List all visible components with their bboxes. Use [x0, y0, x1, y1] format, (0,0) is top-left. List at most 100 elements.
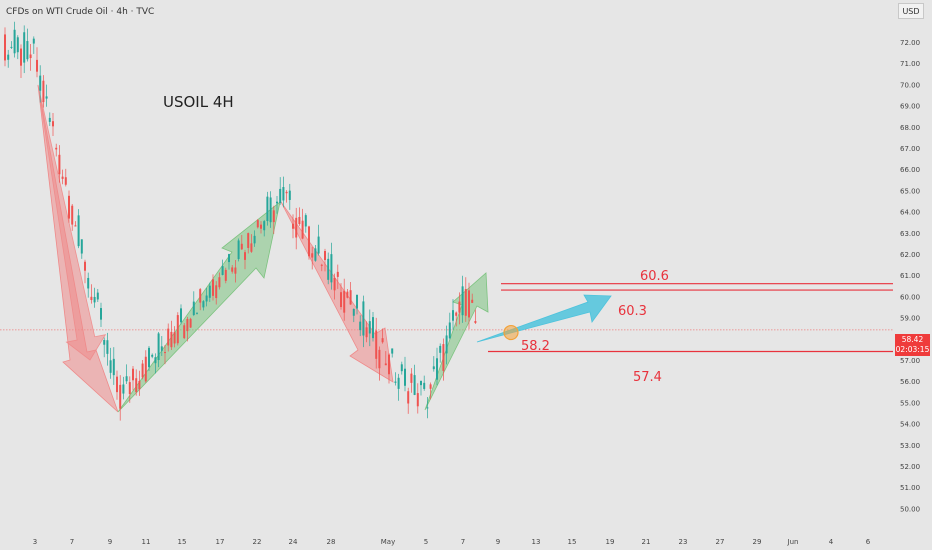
candle	[13, 21, 16, 58]
candle-body	[256, 220, 259, 228]
candle	[167, 323, 170, 352]
candle-body	[221, 266, 224, 275]
time-axis[interactable]: 3 7 9 11 15 17 22 24 28 May 5 7 9 13 15 19 21 23 27 29 Jun 4 6	[33, 538, 871, 546]
candle-body	[189, 318, 192, 328]
x-tick-label: Jun	[787, 538, 799, 546]
x-tick-label: 7	[70, 538, 74, 546]
candle	[106, 332, 109, 366]
candle-body	[39, 75, 42, 91]
level-label-60-3: 60.3	[618, 304, 647, 319]
candle	[52, 112, 54, 136]
candle	[250, 234, 253, 253]
candle	[308, 225, 310, 260]
candle	[378, 346, 381, 381]
candle	[135, 369, 138, 396]
candle	[343, 278, 346, 321]
candle	[45, 84, 48, 107]
candle	[426, 397, 429, 419]
candle-body	[452, 310, 454, 321]
candle	[391, 348, 394, 358]
candle	[404, 356, 406, 392]
candle	[74, 221, 77, 227]
candle-body	[250, 243, 253, 252]
candle	[237, 238, 240, 262]
candle-body	[333, 278, 336, 291]
candle-body	[205, 295, 208, 302]
candle	[173, 326, 176, 348]
y-tick-label: 62.00	[900, 251, 920, 259]
candle-body	[132, 368, 134, 381]
candle	[61, 169, 64, 185]
x-tick-label: 15	[178, 538, 187, 546]
candle-body	[397, 377, 400, 389]
candle	[234, 259, 237, 283]
candle-body	[471, 299, 474, 303]
candle-body	[298, 216, 301, 225]
candle	[221, 259, 224, 276]
candle	[372, 312, 374, 342]
candle-body	[202, 301, 205, 308]
x-tick-label: 23	[679, 538, 688, 546]
candle	[324, 248, 326, 272]
candle-body	[96, 292, 99, 300]
candle-body	[448, 322, 451, 339]
candle-body	[260, 224, 262, 229]
candle-body	[384, 363, 387, 366]
candle-body	[253, 235, 256, 244]
candle	[26, 28, 29, 62]
candle	[279, 177, 282, 205]
candle-body	[413, 375, 416, 395]
candle-body	[58, 154, 61, 175]
candle	[93, 287, 96, 308]
candle-body	[71, 205, 74, 225]
y-tick-label: 63.00	[900, 230, 920, 238]
candle	[285, 190, 288, 203]
candle	[458, 292, 461, 325]
candle-body	[362, 301, 365, 336]
candle-body	[7, 54, 10, 60]
candle-body	[237, 240, 240, 260]
candle-body	[36, 59, 38, 72]
candle	[20, 44, 22, 79]
candle	[157, 331, 160, 368]
candle	[23, 25, 26, 74]
candle	[90, 284, 93, 304]
candle-body	[116, 376, 118, 393]
level-label-60-6: 60.6	[640, 269, 669, 284]
currency-button[interactable]: USD	[898, 3, 924, 19]
candle-body	[301, 220, 304, 239]
candle-body	[365, 327, 368, 338]
x-tick-label: 19	[606, 538, 615, 546]
candle-body	[343, 290, 346, 313]
candle	[314, 245, 317, 262]
candle	[29, 44, 32, 71]
y-tick-label: 69.00	[900, 103, 920, 111]
candle-body	[432, 366, 435, 370]
y-tick-label: 61.00	[900, 272, 920, 280]
y-tick-label: 64.00	[900, 209, 920, 217]
y-tick-label: 51.00	[900, 484, 920, 492]
candle	[228, 253, 230, 270]
candle	[58, 145, 61, 183]
y-tick-label: 50.00	[900, 505, 920, 513]
candle	[288, 183, 291, 210]
candle	[68, 190, 70, 223]
candle	[80, 239, 83, 259]
candle-body	[404, 368, 406, 386]
candle-body	[16, 37, 19, 53]
candle	[218, 272, 221, 290]
candle	[71, 204, 74, 231]
price-axis[interactable]: 50.00 51.00 52.00 53.00 54.00 55.00 56.00 57.00…	[900, 39, 920, 513]
level-label-57-4: 57.4	[633, 370, 662, 385]
candle-body	[416, 393, 419, 407]
candle	[263, 219, 266, 237]
candle	[362, 295, 365, 348]
candle	[429, 382, 432, 400]
candle-body	[445, 335, 448, 354]
target-marker-circle	[503, 324, 519, 341]
candle	[311, 247, 314, 270]
candle-body	[244, 252, 246, 260]
candle	[119, 375, 122, 421]
symbol-header[interactable]: CFDs on WTI Crude Oil · 4h · TVC	[6, 7, 155, 17]
